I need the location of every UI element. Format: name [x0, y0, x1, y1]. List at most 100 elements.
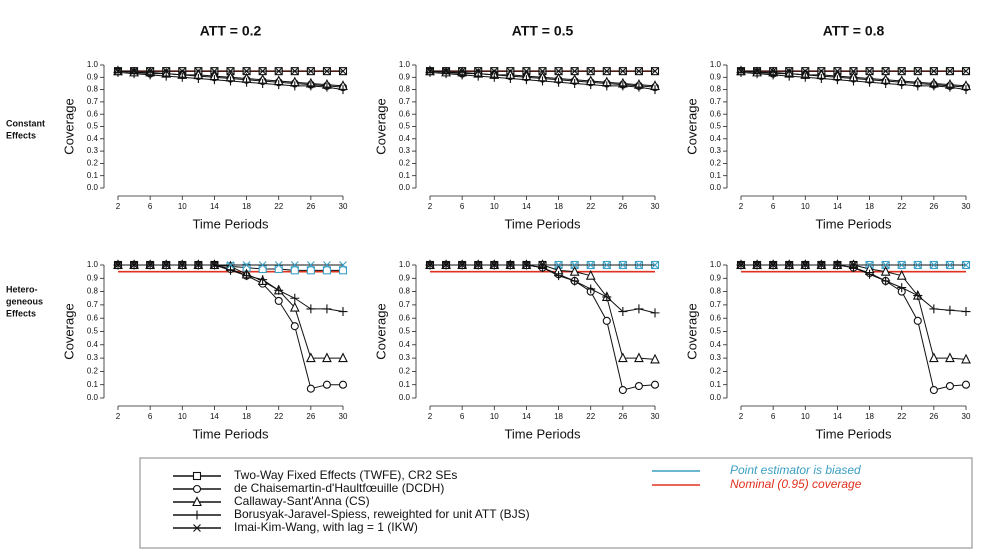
marker-circle [602, 316, 611, 325]
x-tick-label: 30 [339, 412, 348, 421]
y-tick-label: 0.6 [710, 313, 722, 322]
marker-cross [490, 67, 499, 76]
x-axis-label: Time Periods [192, 216, 269, 231]
marker-plus [473, 71, 483, 81]
marker-plus [570, 276, 580, 286]
x-tick-label: 22 [897, 202, 906, 211]
marker-cross [586, 67, 595, 76]
marker-cross [130, 261, 138, 269]
marker-plus [929, 81, 939, 91]
marker-cross [881, 67, 890, 76]
marker-cross [785, 261, 794, 269]
marker-triangle [945, 352, 955, 363]
row-label: Effects [6, 130, 36, 140]
x-tick-label: 6 [460, 412, 465, 421]
marker-cross [442, 261, 450, 269]
marker-cross [635, 67, 643, 76]
chart-title: ATT = 0.8 [823, 23, 885, 39]
marker-circle [634, 381, 643, 391]
y-tick-label: 0.5 [710, 122, 722, 131]
x-tick-label: 30 [651, 412, 660, 421]
y-tick-label: 0.1 [710, 171, 722, 180]
y-tick-label: 0.3 [399, 353, 411, 362]
marker-plus [602, 81, 612, 91]
marker-plus [832, 75, 842, 85]
y-tick-label: 0.7 [710, 97, 722, 106]
y-axis-label: Coverage [61, 303, 76, 359]
x-tick-label: 6 [460, 202, 465, 211]
marker-plus [634, 304, 644, 314]
marker-plus [192, 510, 202, 520]
y-tick-label: 0.8 [87, 85, 99, 94]
y-tick-label: 0.6 [710, 109, 722, 118]
marker-square [338, 266, 348, 275]
y-tick-label: 0.3 [87, 146, 99, 155]
series-line [430, 264, 656, 360]
y-tick-label: 1.0 [87, 60, 99, 69]
marker-cross [306, 67, 315, 76]
marker-cross [929, 261, 938, 269]
marker-circle [322, 380, 331, 389]
marker-cross [162, 261, 171, 269]
x-tick-label: 18 [554, 202, 563, 211]
marker-cross [753, 67, 761, 76]
marker-cross [817, 261, 826, 269]
row-label: Constant [6, 118, 45, 128]
y-tick-label: 0.5 [399, 122, 411, 131]
marker-square [290, 266, 299, 275]
y-tick-label: 1.0 [399, 260, 411, 269]
marker-plus [226, 265, 235, 275]
x-tick-label: 26 [306, 202, 315, 211]
y-tick-label: 0.9 [87, 72, 99, 81]
marker-cross [962, 261, 970, 269]
y-tick-label: 0.6 [87, 313, 99, 322]
marker-plus [618, 81, 628, 91]
marker-cross [635, 261, 643, 269]
series-line [430, 264, 656, 391]
marker-cross [474, 261, 483, 269]
y-tick-label: 0.0 [399, 393, 411, 402]
marker-cross [785, 67, 794, 76]
marker-triangle [928, 352, 939, 363]
marker-cross [586, 261, 595, 269]
marker-cross [897, 261, 906, 269]
y-tick-label: 0.9 [87, 273, 99, 282]
marker-circle [913, 316, 922, 325]
y-tick-label: 0.2 [710, 367, 722, 376]
marker-plus [929, 304, 939, 314]
marker-cross [602, 261, 611, 269]
y-tick-label: 0.0 [87, 183, 99, 192]
marker-plus [322, 304, 332, 314]
marker-cross [849, 67, 858, 76]
marker-plus [736, 67, 746, 77]
marker-cross [801, 261, 810, 269]
marker-cross [881, 261, 890, 269]
x-tick-label: 22 [897, 412, 906, 421]
x-tick-label: 14 [210, 202, 219, 211]
marker-cross [817, 67, 826, 76]
marker-plus [586, 284, 596, 294]
marker-plus [881, 78, 891, 88]
x-tick-label: 26 [306, 412, 315, 421]
x-tick-label: 22 [274, 412, 283, 421]
marker-cross [458, 261, 467, 269]
marker-cross [194, 67, 203, 76]
marker-cross [913, 261, 922, 269]
marker-cross [274, 261, 283, 269]
marker-plus [897, 80, 907, 90]
marker-circle [306, 384, 315, 393]
x-tick-label: 10 [178, 412, 187, 421]
x-axis-label: Time Periods [504, 426, 581, 441]
marker-plus [425, 67, 435, 77]
marker-plus [618, 307, 628, 317]
marker-cross [258, 261, 267, 269]
marker-plus [784, 71, 794, 81]
marker-plus [913, 81, 923, 91]
marker-cross [753, 261, 761, 269]
y-tick-label: 0.5 [710, 327, 722, 336]
marker-cross [522, 67, 531, 76]
marker-plus [226, 76, 235, 86]
marker-cross [210, 67, 219, 76]
y-tick-label: 0.1 [87, 171, 99, 180]
